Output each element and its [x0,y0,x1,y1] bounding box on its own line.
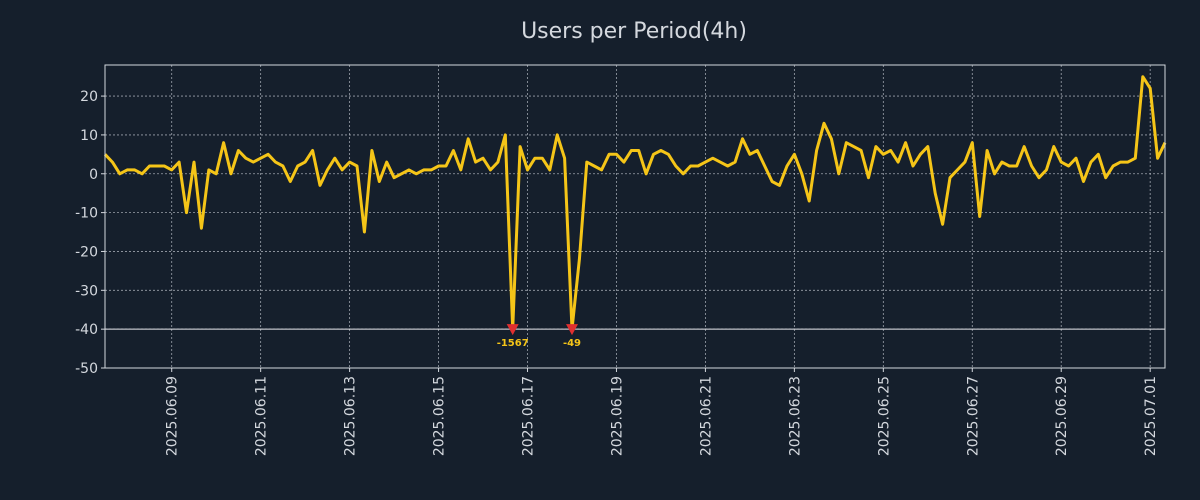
outlier-label: -1567 [497,338,529,349]
chart-title: Users per Period(4h) [521,19,747,44]
outlier-markers: -1567 -49 [497,324,581,349]
grid [105,65,1165,369]
y-tick-label: 0 [89,167,98,183]
x-tick-label: 2025.06.13 [343,376,359,456]
y-tick-label: 20 [80,89,98,105]
outlier-marker [506,324,519,336]
x-tick-label: 2025.06.29 [1054,376,1070,456]
y-tick-label: 10 [80,128,98,144]
outlier-marker [565,324,578,336]
series-line-users [103,75,1167,331]
x-tick-label: 2025.06.27 [965,376,981,456]
y-tick-label: -10 [75,206,98,222]
x-tick-label: 2025.07.01 [1143,376,1159,456]
outlier-label: -49 [563,338,581,349]
y-tick-label: -30 [75,283,98,299]
y-tick-label: -50 [75,361,98,377]
x-tick-label: 2025.06.09 [165,376,181,456]
x-tick-label: 2025.06.15 [432,376,448,456]
x-tick-label: 2025.06.17 [521,376,537,456]
x-tick-label: 2025.06.23 [787,376,803,456]
x-tick-label: 2025.06.25 [876,376,892,456]
x-tick-label: 2025.06.11 [254,376,270,456]
x-tick-label: 2025.06.19 [609,376,625,456]
x-tick-label: 2025.06.21 [698,376,714,456]
x-axis-ticks: 2025.06.09 2025.06.11 2025.06.13 2025.06.15… [165,368,1159,456]
y-tick-label: -20 [75,244,98,260]
y-tick-label: -40 [75,322,98,338]
plot-frame [104,64,1166,369]
y-axis-ticks: -50 -40 -30 -20 -10 0 10 20 [75,89,105,377]
